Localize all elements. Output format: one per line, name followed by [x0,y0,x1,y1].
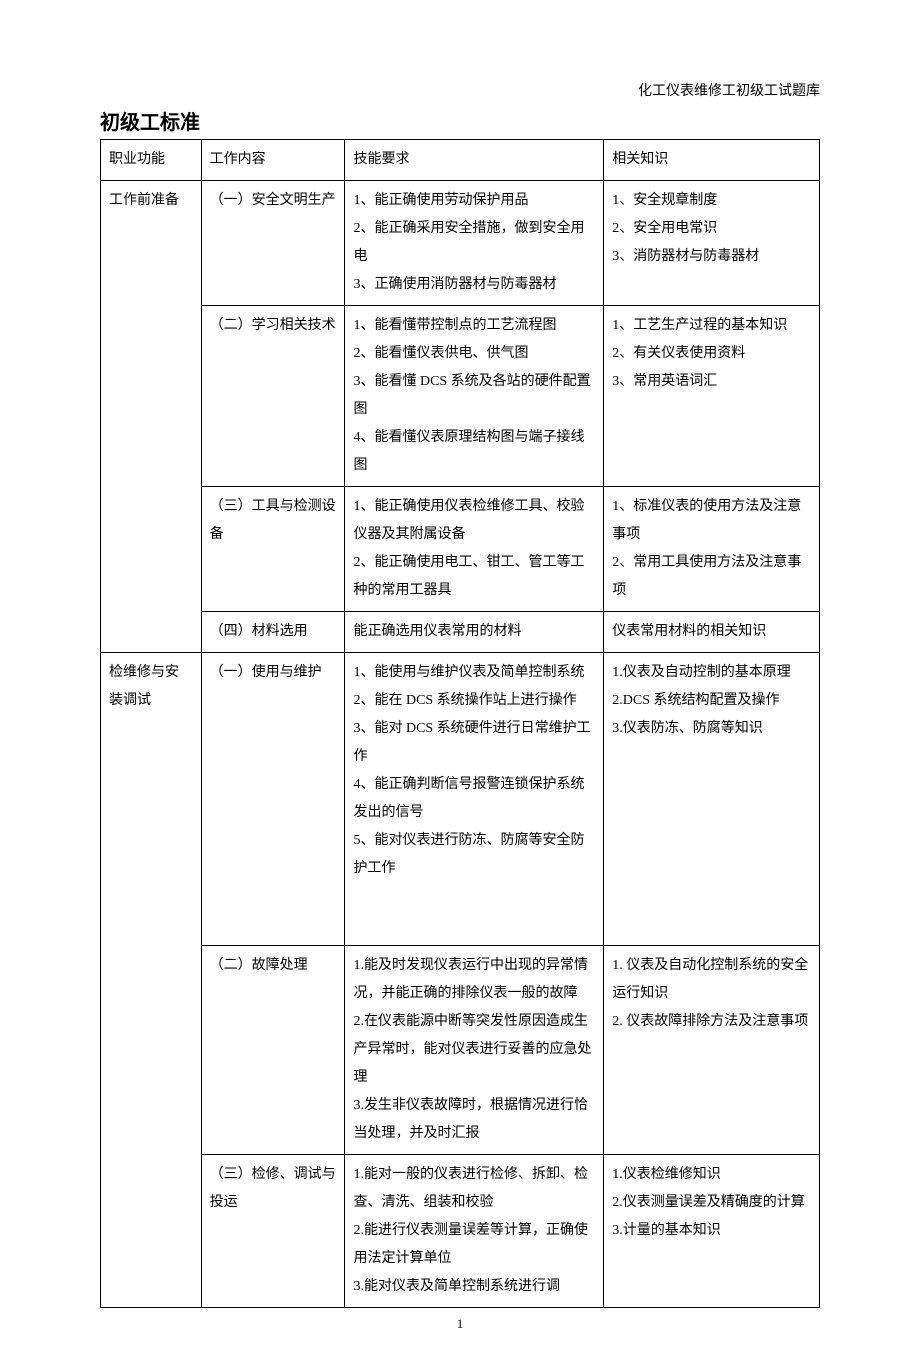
standards-table: 职业功能 工作内容 技能要求 相关知识 工作前准备（一）安全文明生产1、能正确使… [100,139,820,1308]
cell-knowledge: 1.仪表检维修知识 2.仪表测量误差及精确度的计算 3.计量的基本知识 [604,1155,820,1308]
cell-skill: 1、能看懂带控制点的工艺流程图 2、能看懂仪表供电、供气图 3、能看懂 DCS … [345,306,604,487]
cell-function: 检维修与安装调试 [101,653,202,1308]
table-row: 工作前准备（一）安全文明生产1、能正确使用劳动保护用品 2、能正确采用安全措施，… [101,181,820,306]
cell-work: （二）学习相关技术 [201,306,345,487]
table-row: （三）工具与检测设备1、能正确使用仪表检维修工具、校验仪器及其附属设备 2、能正… [101,487,820,612]
page-number: 1 [100,1316,820,1332]
cell-work: （二）故障处理 [201,946,345,1155]
table-row: （四）材料选用能正确选用仪表常用的材料仪表常用材料的相关知识 [101,612,820,653]
col-header-knowledge: 相关知识 [604,140,820,181]
cell-work: （四）材料选用 [201,612,345,653]
cell-knowledge: 1、安全规章制度 2、安全用电常识 3、消防器材与防毒器材 [604,181,820,306]
cell-work: （三）检修、调试与投运 [201,1155,345,1308]
table-row: （二）故障处理1.能及时发现仪表运行中出现的异常情况，并能正确的排除仪表一般的故… [101,946,820,1155]
document-title: 初级工标准 [100,106,820,135]
cell-skill: 1.能及时发现仪表运行中出现的异常情况，并能正确的排除仪表一般的故障 2.在仪表… [345,946,604,1155]
cell-skill: 1、能正确使用劳动保护用品 2、能正确采用安全措施，做到安全用电 3、正确使用消… [345,181,604,306]
cell-knowledge: 1.仪表及自动控制的基本原理 2.DCS 系统结构配置及操作 3.仪表防冻、防腐… [604,653,820,946]
cell-work: （三）工具与检测设备 [201,487,345,612]
col-header-work: 工作内容 [201,140,345,181]
document-page: 化工仪表维修工初级工试题库 初级工标准 职业功能 工作内容 技能要求 相关知识 … [0,0,920,1372]
cell-knowledge: 仪表常用材料的相关知识 [604,612,820,653]
cell-work: （一）使用与维护 [201,653,345,946]
cell-knowledge: 1. 仪表及自动化控制系统的安全运行知识 2. 仪表故障排除方法及注意事项 [604,946,820,1155]
cell-work: （一）安全文明生产 [201,181,345,306]
table-row: （三）检修、调试与投运1.能对一般的仪表进行检修、拆卸、检查、清洗、组装和校验 … [101,1155,820,1308]
cell-skill: 能正确选用仪表常用的材料 [345,612,604,653]
cell-knowledge: 1、工艺生产过程的基本知识 2、有关仪表使用资料 3、常用英语词汇 [604,306,820,487]
cell-skill: 1.能对一般的仪表进行检修、拆卸、检查、清洗、组装和校验 2.能进行仪表测量误差… [345,1155,604,1308]
cell-skill: 1、能使用与维护仪表及简单控制系统 2、能在 DCS 系统操作站上进行操作 3、… [345,653,604,946]
cell-function: 工作前准备 [101,181,202,653]
cell-knowledge: 1、标准仪表的使用方法及注意事项 2、常用工具使用方法及注意事项 [604,487,820,612]
col-header-function: 职业功能 [101,140,202,181]
col-header-skill: 技能要求 [345,140,604,181]
page-header: 化工仪表维修工初级工试题库 [100,80,820,100]
table-row: 检维修与安装调试（一）使用与维护1、能使用与维护仪表及简单控制系统 2、能在 D… [101,653,820,946]
table-header-row: 职业功能 工作内容 技能要求 相关知识 [101,140,820,181]
table-row: （二）学习相关技术1、能看懂带控制点的工艺流程图 2、能看懂仪表供电、供气图 3… [101,306,820,487]
cell-skill: 1、能正确使用仪表检维修工具、校验仪器及其附属设备 2、能正确使用电工、钳工、管… [345,487,604,612]
